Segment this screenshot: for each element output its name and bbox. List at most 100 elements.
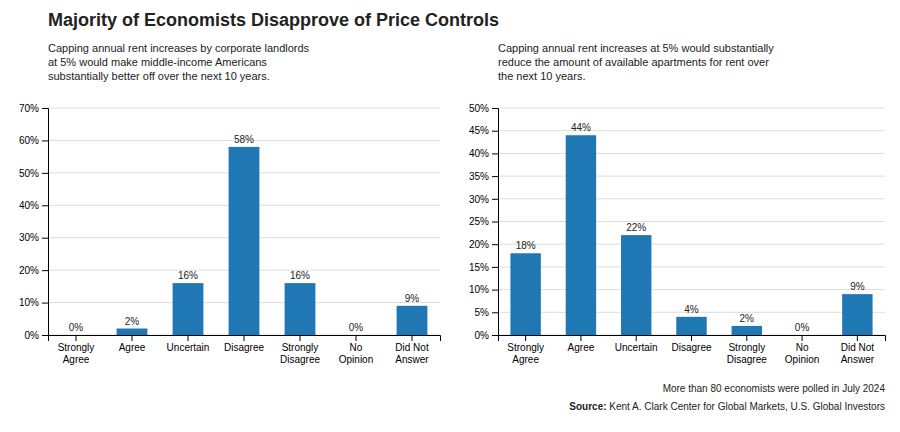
data-label: 2% bbox=[740, 313, 755, 324]
y-tick-mark bbox=[492, 199, 498, 200]
x-tick: Agree bbox=[119, 335, 146, 353]
grid-line bbox=[498, 266, 885, 267]
x-tick-mark bbox=[802, 335, 803, 341]
x-tick-mark bbox=[746, 335, 747, 341]
y-tick-mark bbox=[492, 108, 498, 109]
bar bbox=[787, 335, 817, 336]
y-tick-label: 35% bbox=[469, 171, 489, 182]
y-tick-mark bbox=[492, 267, 498, 268]
subtitle: Capping annual rent increases at 5% woul… bbox=[498, 42, 774, 82]
data-label: 16% bbox=[178, 270, 198, 281]
x-tick: Agree bbox=[568, 335, 595, 353]
data-label: 0% bbox=[795, 322, 810, 333]
subtitle: Capping annual rent increases by corpora… bbox=[48, 42, 310, 82]
y-tick: 30% bbox=[469, 194, 498, 205]
y-tick-label: 60% bbox=[19, 135, 39, 146]
y-tick-mark bbox=[42, 108, 48, 109]
bar bbox=[397, 306, 428, 335]
x-axis: StronglyAgreeAgreeUncertainDisagreeStron… bbox=[49, 335, 441, 365]
bar bbox=[510, 253, 540, 335]
y-tick: 30% bbox=[19, 232, 48, 243]
x-tick-mark bbox=[132, 335, 133, 341]
x-tick-label: Agree bbox=[568, 342, 595, 353]
y-tick: 25% bbox=[469, 216, 498, 227]
x-tick-mark bbox=[188, 335, 189, 341]
y-tick-mark bbox=[42, 238, 48, 239]
y-tick-label: 40% bbox=[19, 200, 39, 211]
y-tick-label: 40% bbox=[469, 148, 489, 159]
y-tick-label: 10% bbox=[19, 297, 39, 308]
data-label: 9% bbox=[405, 293, 420, 304]
grid-line bbox=[48, 108, 440, 109]
y-tick: 10% bbox=[19, 297, 48, 308]
x-tick-label: Disagree bbox=[671, 342, 711, 353]
x-tick-mark bbox=[412, 335, 413, 341]
grid bbox=[498, 108, 885, 335]
x-tick-mark bbox=[76, 335, 77, 341]
data-label: 22% bbox=[626, 222, 646, 233]
grid-line bbox=[498, 289, 885, 290]
y-tick-label: 70% bbox=[19, 103, 39, 114]
x-tick-label: NoOpinion bbox=[339, 342, 373, 365]
bar bbox=[566, 135, 596, 335]
y-tick-label: 30% bbox=[469, 194, 489, 205]
y-axis: 0%5%10%15%20%25%30%35%40%45%50% bbox=[469, 103, 499, 341]
x-tick-mark bbox=[636, 335, 637, 341]
grid-line bbox=[498, 221, 885, 222]
data-label: 0% bbox=[349, 322, 364, 333]
bar bbox=[341, 335, 372, 336]
data-label: 4% bbox=[684, 304, 699, 315]
x-tick-label: StronglyDisagree bbox=[727, 342, 767, 365]
x-tick: Did NotAnswer bbox=[395, 335, 429, 365]
bar bbox=[621, 235, 651, 335]
grid bbox=[48, 108, 440, 335]
y-tick-label: 45% bbox=[469, 125, 489, 136]
bar bbox=[173, 283, 204, 335]
y-tick-mark bbox=[492, 244, 498, 245]
data-labels: 18%44%22%4%2%0%9% bbox=[516, 122, 865, 333]
y-tick-mark bbox=[42, 205, 48, 206]
x-tick-label: Agree bbox=[119, 342, 146, 353]
y-tick: 0% bbox=[25, 330, 48, 341]
x-tick-mark bbox=[356, 335, 357, 341]
plot: 0%5%10%15%20%25%30%35%40%45%50%StronglyA… bbox=[469, 103, 886, 365]
x-tick: Disagree bbox=[224, 335, 264, 353]
y-axis-line bbox=[42, 109, 49, 336]
y-tick-label: 5% bbox=[475, 307, 490, 318]
x-tick-mark bbox=[691, 335, 692, 341]
chart-canvas: Majority of Economists Disapprove of Pri… bbox=[0, 0, 900, 432]
data-label: 9% bbox=[850, 281, 865, 292]
y-tick-mark bbox=[42, 140, 48, 141]
x-axis-line bbox=[49, 336, 441, 342]
plot: 0% 10% 20% 30% 40% 50% 60% 70% StronglyAgree Agre… bbox=[19, 103, 441, 365]
x-tick-mark bbox=[525, 335, 526, 341]
x-tick: StronglyAgree bbox=[507, 335, 544, 365]
y-tick: 5% bbox=[475, 307, 498, 318]
x-tick-mark bbox=[300, 335, 301, 341]
x-tick: Uncertain bbox=[615, 335, 658, 353]
x-tick-label: Uncertain bbox=[615, 342, 658, 353]
y-tick: 0% bbox=[475, 330, 498, 341]
x-axis-line bbox=[499, 336, 886, 342]
x-axis: StronglyAgree Agree Uncertain Disagree Stron… bbox=[499, 335, 886, 365]
x-tick: Disagree bbox=[671, 335, 711, 353]
data-labels: 0%2%16%58%16%0%9% bbox=[69, 134, 420, 333]
y-tick: 15% bbox=[469, 262, 498, 273]
grid-line bbox=[498, 176, 885, 177]
y-tick: 20% bbox=[19, 265, 48, 276]
x-tick-label: StronglyAgree bbox=[58, 342, 95, 365]
x-tick-label: Uncertain bbox=[167, 342, 210, 353]
grid-line bbox=[498, 108, 885, 109]
x-tick-label: Disagree bbox=[224, 342, 264, 353]
y-tick-label: 30% bbox=[19, 232, 39, 243]
title: Majority of Economists Disapprove of Pri… bbox=[48, 10, 499, 30]
y-tick: 60% bbox=[19, 135, 48, 146]
data-label: 16% bbox=[290, 270, 310, 281]
y-tick-label: 50% bbox=[19, 168, 39, 179]
bars bbox=[117, 147, 428, 335]
y-tick-label: 50% bbox=[469, 103, 489, 114]
y-tick-mark bbox=[492, 312, 498, 313]
y-tick-mark bbox=[492, 153, 498, 154]
y-tick: 40% bbox=[19, 200, 48, 211]
annotation: Source: Kent A. Clark Center for Global … bbox=[569, 401, 885, 412]
